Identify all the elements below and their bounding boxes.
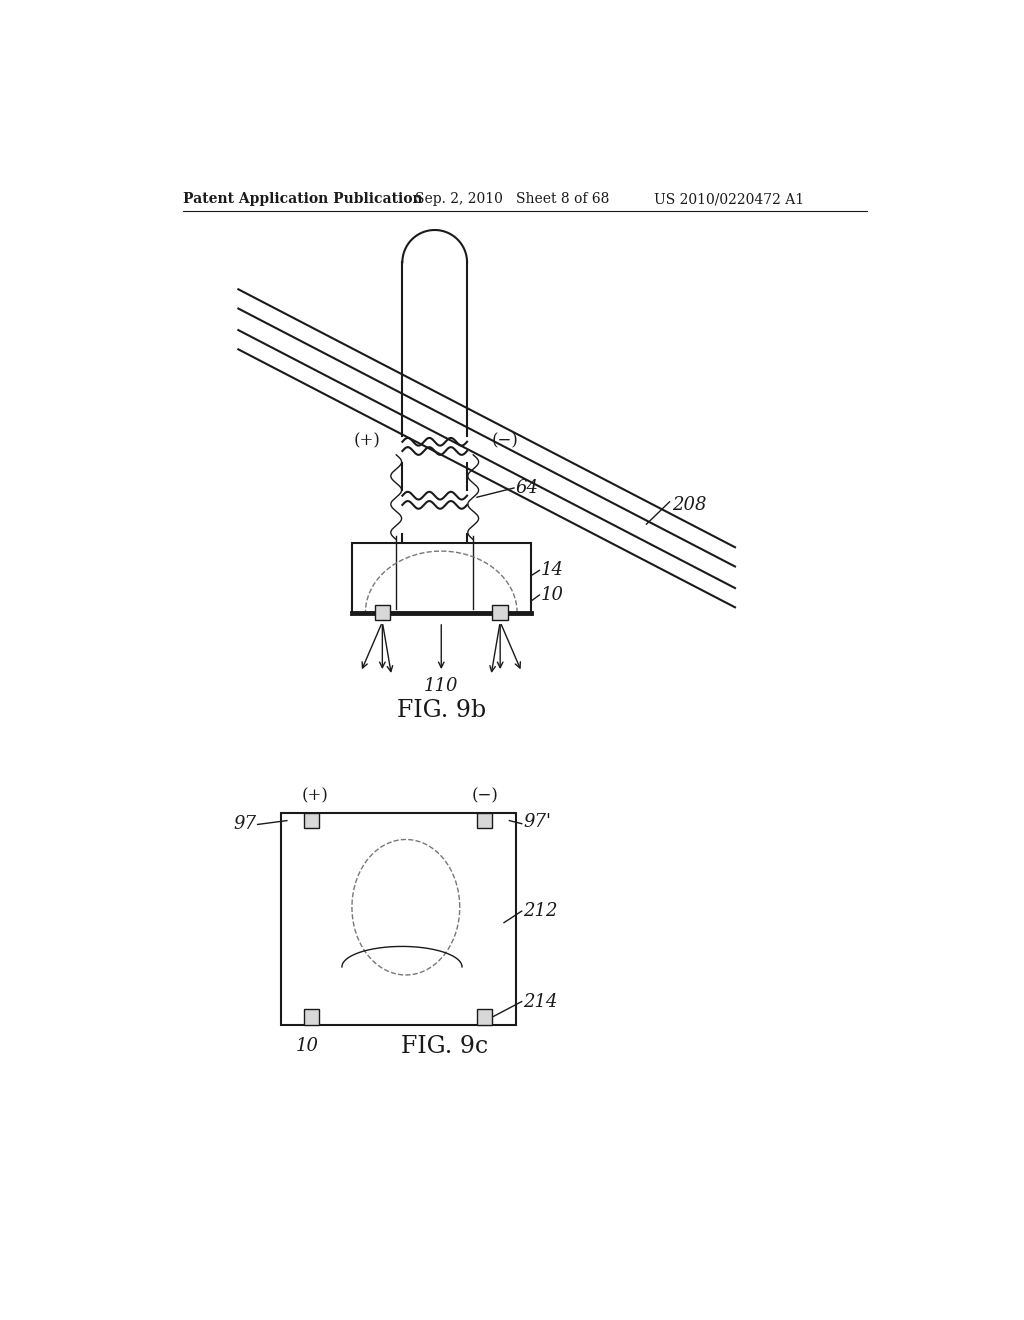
Text: 10: 10 bbox=[296, 1038, 319, 1055]
Text: Sep. 2, 2010   Sheet 8 of 68: Sep. 2, 2010 Sheet 8 of 68 bbox=[416, 193, 610, 206]
Text: FIG. 9c: FIG. 9c bbox=[400, 1035, 487, 1057]
Bar bbox=[351, 544, 531, 612]
Bar bbox=[375, 605, 390, 620]
Text: (+): (+) bbox=[353, 433, 380, 450]
Text: 214: 214 bbox=[523, 993, 558, 1011]
Text: (+): (+) bbox=[302, 788, 329, 804]
Text: 97': 97' bbox=[523, 813, 551, 832]
Bar bbox=[304, 813, 319, 829]
Bar bbox=[281, 813, 515, 1024]
Bar bbox=[477, 813, 493, 829]
Text: 14: 14 bbox=[541, 561, 564, 579]
Text: Patent Application Publication: Patent Application Publication bbox=[183, 193, 423, 206]
Text: 97: 97 bbox=[233, 816, 256, 833]
Text: FIG. 9b: FIG. 9b bbox=[396, 700, 485, 722]
Text: (−): (−) bbox=[493, 433, 519, 450]
Text: (−): (−) bbox=[471, 788, 499, 804]
Text: 64: 64 bbox=[515, 479, 539, 496]
Text: US 2010/0220472 A1: US 2010/0220472 A1 bbox=[654, 193, 804, 206]
Text: 212: 212 bbox=[523, 902, 558, 920]
Text: 110: 110 bbox=[424, 677, 459, 694]
Text: 10: 10 bbox=[541, 586, 564, 605]
Text: 208: 208 bbox=[672, 496, 707, 513]
Bar bbox=[304, 1010, 319, 1024]
Bar bbox=[477, 1010, 493, 1024]
Bar bbox=[493, 605, 508, 620]
